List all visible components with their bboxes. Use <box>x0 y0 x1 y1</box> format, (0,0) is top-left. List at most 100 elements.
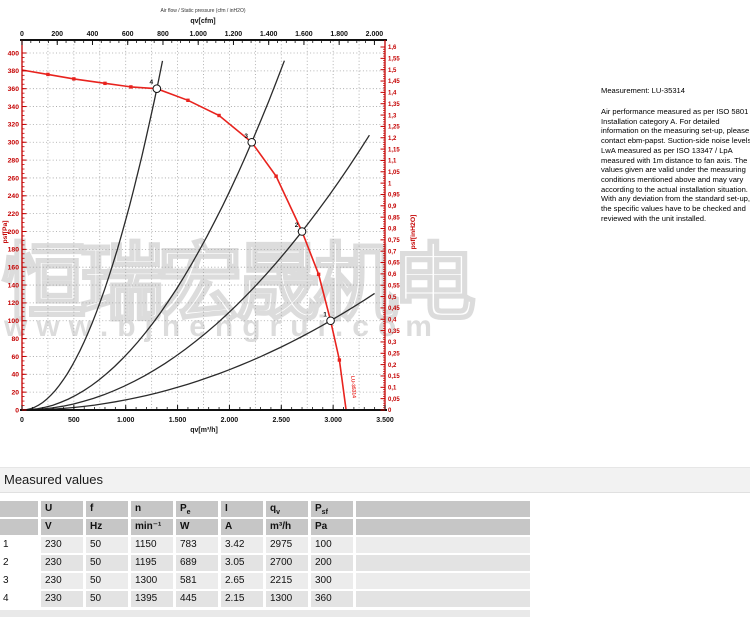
working-point-number: 2 <box>295 222 299 229</box>
working-point-marker <box>247 137 257 147</box>
fan-curve-marker <box>274 174 278 178</box>
table-row: 3 230 50 1300 581 2.65 2215 300 <box>0 573 533 589</box>
fan-curve-marker <box>103 81 107 86</box>
table-header-cell <box>356 501 530 517</box>
right-axis-tick-label: 1,35 <box>388 102 400 108</box>
right-axis-tick-label: 0 <box>388 408 392 414</box>
table-header-cell: I <box>221 501 263 517</box>
left-axis-tick-label: 180 <box>8 247 20 254</box>
top-axis-tick-label: 2.000 <box>366 31 384 38</box>
table-row-index: 1 <box>3 539 9 550</box>
top-axis-title: qv[cfm] <box>190 18 215 25</box>
left-axis-tick-label: 280 <box>8 157 20 164</box>
table-cell: 2975 <box>266 537 308 553</box>
fan-curve-marker <box>72 77 76 81</box>
table-cell: 445 <box>176 591 218 607</box>
table-cell: 50 <box>86 591 128 607</box>
table-unit-cell: min⁻¹ <box>131 519 173 535</box>
left-axis-title: psf[Pa] <box>2 220 9 243</box>
right-axis-tick-label: 1,15 <box>388 147 400 153</box>
table-cell <box>356 537 530 553</box>
table-cell: 230 <box>41 573 83 589</box>
right-axis-tick-label: 0,6 <box>388 272 397 278</box>
table-header-cell: U <box>41 501 83 517</box>
top-axis-tick-label: 200 <box>51 31 63 38</box>
working-point-marker <box>152 84 162 93</box>
top-axis-tick-label: 1.200 <box>225 31 243 38</box>
table-header-cell <box>0 501 38 517</box>
bottom-axis-tick-label: 3.500 <box>376 417 394 424</box>
measured-values-title: Measured values <box>4 472 103 487</box>
table-row: 2 230 50 1195 689 3.05 2700 200 <box>0 555 533 571</box>
table-cell: 1300 <box>266 591 308 607</box>
working-point-number: 3 <box>244 133 248 140</box>
table-cell: 3.42 <box>221 537 263 553</box>
right-axis-tick-label: 0,95 <box>388 193 400 199</box>
watermark-website: www.bjhengrui.com <box>4 310 441 343</box>
top-axis-tick-label: 0 <box>20 31 24 38</box>
right-axis-tick-label: 1,5 <box>388 68 397 74</box>
right-axis-tick-label: 0,2 <box>388 363 397 369</box>
left-axis-tick-label: 140 <box>8 282 20 289</box>
bottom-axis-title: qv[m³/h] <box>190 427 218 434</box>
fan-curve-marker <box>129 85 133 89</box>
right-axis-tick-label: 1,2 <box>388 136 397 142</box>
fan-curve <box>21 69 347 411</box>
system-curve-2 <box>21 134 370 411</box>
left-axis-tick-label: 380 <box>8 68 20 75</box>
right-axis-tick-label: 0,75 <box>388 238 400 244</box>
left-axis-tick-label: 300 <box>8 140 20 147</box>
bottom-axis-tick-label: 1.500 <box>169 417 187 424</box>
table-cell: 1150 <box>131 537 173 553</box>
table-cell: 50 <box>86 573 128 589</box>
table-unit-cell <box>0 519 38 535</box>
top-axis-tick-label: 1.000 <box>189 31 207 38</box>
right-axis-tick-label: 0,3 <box>388 340 397 346</box>
bottom-axis-tick-label: 1.000 <box>117 417 135 424</box>
measurement-id: Measurement: LU-35314 <box>601 86 685 95</box>
table-unit-cell: Pa <box>311 519 353 535</box>
table-cell: 2.15 <box>221 591 263 607</box>
table-cell: 300 <box>311 573 353 589</box>
table-header-cell: qv <box>266 501 308 517</box>
left-axis-tick-label: 220 <box>8 211 20 218</box>
table-row-index: 2 <box>3 557 9 568</box>
top-axis-tick-label: 800 <box>157 31 169 38</box>
table-row-index: 3 <box>3 575 9 586</box>
system-curve-1 <box>21 292 375 411</box>
table-unit-cell: Hz <box>86 519 128 535</box>
fan-curve-marker <box>337 358 342 362</box>
working-point-marker <box>326 316 335 326</box>
top-axis-tick-label: 600 <box>122 31 134 38</box>
right-axis-tick-label: 1,05 <box>388 170 400 176</box>
table-cell: 2700 <box>266 555 308 571</box>
table-unit-cell: m³/h <box>266 519 308 535</box>
left-axis-tick-label: 260 <box>8 175 20 182</box>
table-row: 4 230 50 1395 445 2.15 1300 360 <box>0 591 533 607</box>
left-axis-tick-label: 160 <box>8 265 20 272</box>
measurement-notes: Air performance measured as per ISO 5801… <box>601 107 750 223</box>
table-cell: 360 <box>311 591 353 607</box>
system-curve-4 <box>21 60 164 411</box>
right-axis-tick-label: 1,55 <box>388 57 400 63</box>
left-axis-tick-label: 240 <box>8 193 20 200</box>
left-axis-tick-label: 120 <box>8 300 20 307</box>
table-header-cell: Psf <box>311 501 353 517</box>
left-axis-tick-label: 80 <box>11 336 19 343</box>
table-footer-band <box>0 610 530 617</box>
table-cell <box>356 591 530 607</box>
system-curve-3 <box>21 60 286 411</box>
right-axis-tick-label: 0,4 <box>388 317 397 323</box>
measured-values-header-band: Measured values <box>0 467 750 493</box>
right-axis-tick-label: 1 <box>388 181 392 187</box>
table-cell: 200 <box>311 555 353 571</box>
right-axis-tick-label: 1,45 <box>388 79 400 85</box>
right-axis-tick-label: 0,85 <box>388 215 400 221</box>
right-axis-tick-label: 0,45 <box>388 306 400 312</box>
table-cell: 1300 <box>131 573 173 589</box>
fan-curve-marker <box>46 72 50 77</box>
top-axis-tick-label: 400 <box>87 31 99 38</box>
table-header-cell: n <box>131 501 173 517</box>
